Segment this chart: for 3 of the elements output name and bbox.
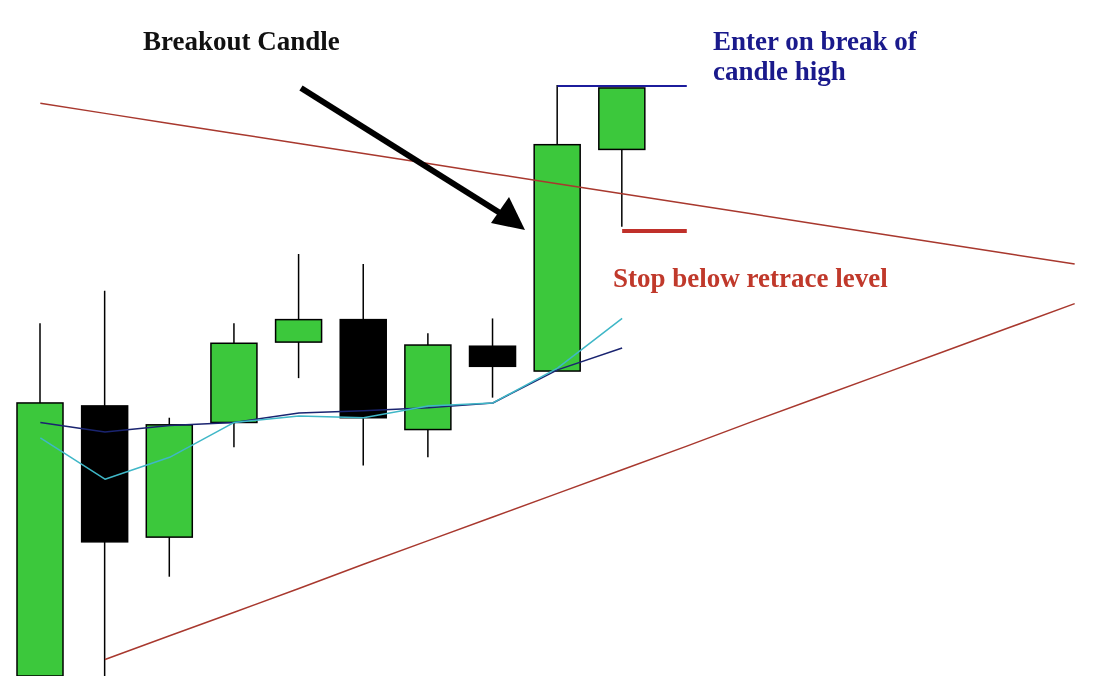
text: Breakout Candle — [143, 26, 341, 56]
annotation: Stop below retrace level — [613, 263, 889, 293]
annotation: Enter on break of candle high — [713, 26, 918, 86]
